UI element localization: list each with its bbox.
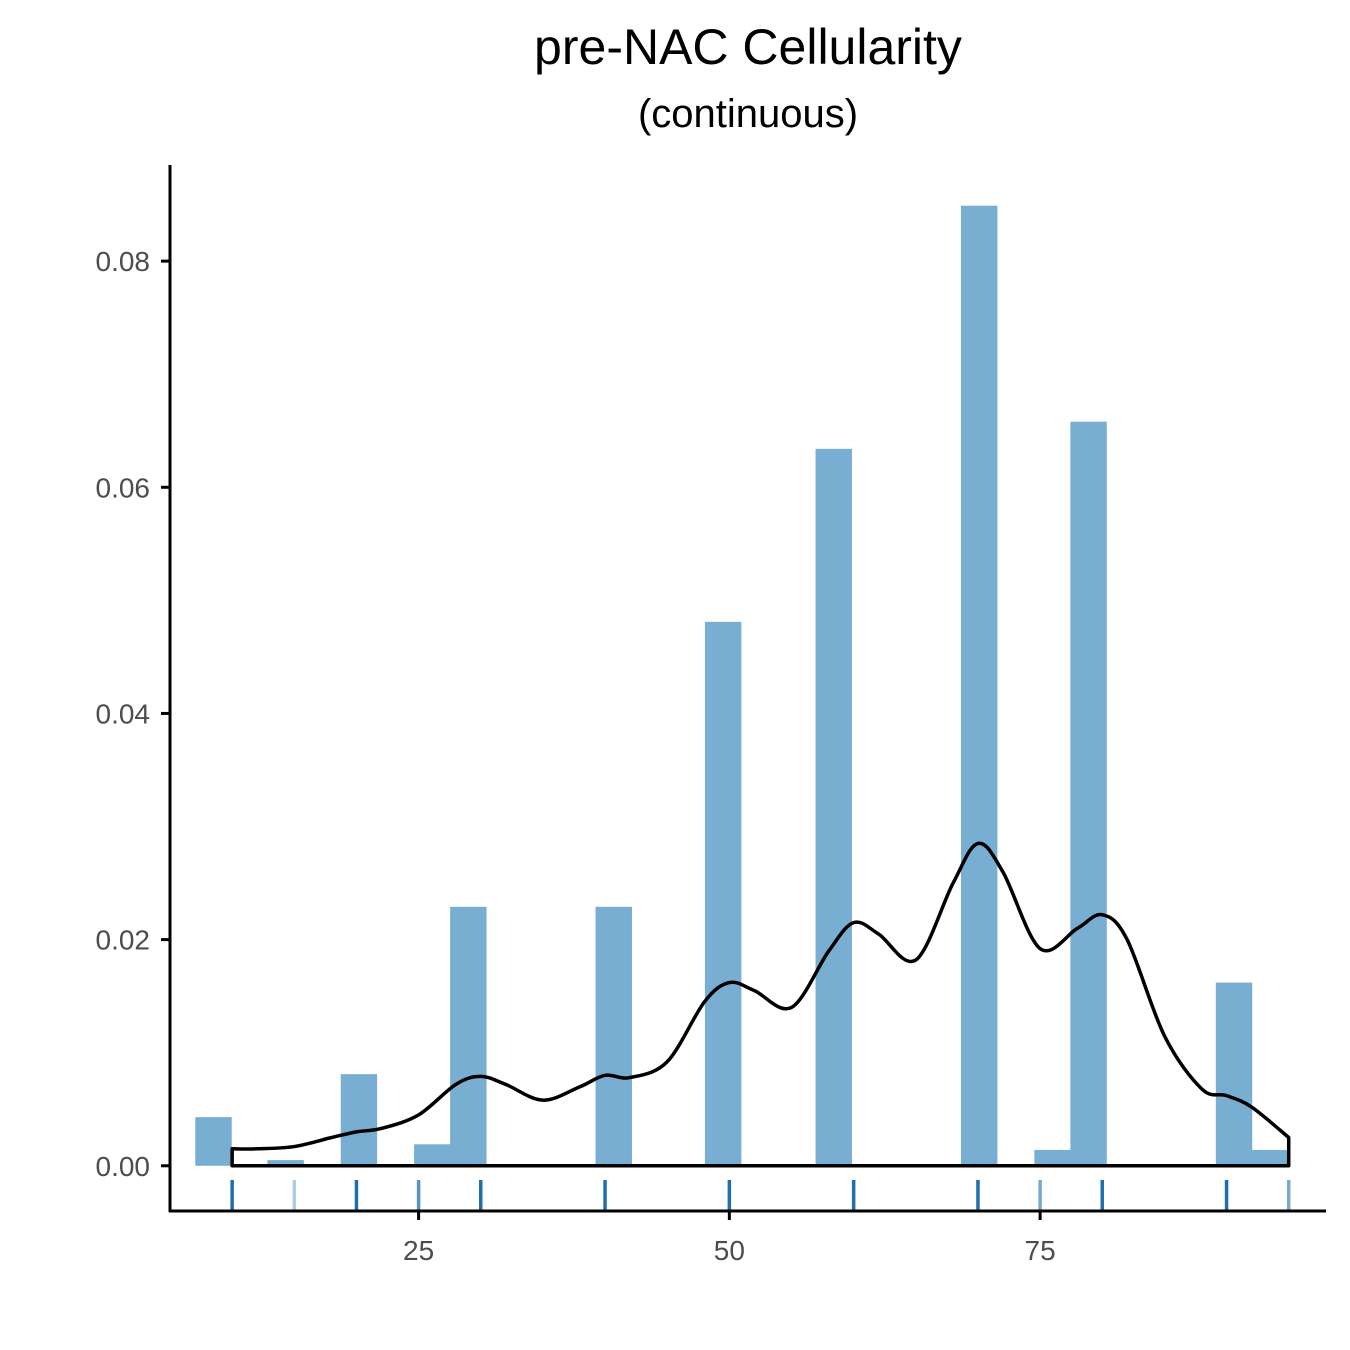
density-curve	[230, 841, 1291, 1168]
axes: 0.00 0.02 0.04 0.06 0.08 25 50 75	[96, 165, 1326, 1266]
y-tick-label-4: 0.08	[96, 246, 151, 277]
rug-marks	[230, 1180, 1291, 1211]
histogram-bar-3	[414, 1144, 451, 1166]
histogram-bar-7	[815, 448, 852, 1166]
histogram-bar-5	[595, 906, 632, 1166]
histogram-bar-2	[340, 1074, 378, 1166]
histogram-bar-12	[1251, 1149, 1289, 1166]
chart-title: pre-NAC Cellularity	[534, 19, 962, 75]
y-tick-label-1: 0.02	[96, 925, 151, 956]
histogram-bar-10	[1070, 421, 1107, 1166]
y-tick-label-3: 0.06	[96, 472, 151, 503]
y-tick-label-0: 0.00	[96, 1151, 151, 1182]
x-tick-label-2: 75	[1025, 1235, 1056, 1266]
histogram-bar-6	[704, 621, 742, 1166]
x-tick-label-0: 25	[403, 1235, 434, 1266]
x-tick-label-1: 50	[714, 1235, 745, 1266]
histogram-bar-4	[450, 906, 487, 1166]
histogram-bar-1	[267, 1160, 304, 1166]
histogram-bars	[195, 205, 1289, 1166]
histogram-bar-11	[1215, 982, 1253, 1166]
y-tick-label-2: 0.04	[96, 698, 151, 729]
density-curve-layer	[230, 841, 1291, 1168]
histogram-bar-0	[195, 1117, 232, 1166]
histogram-bar-8	[960, 205, 998, 1166]
histogram-bar-9	[1034, 1149, 1071, 1166]
chart-subtitle: (continuous)	[637, 92, 859, 136]
